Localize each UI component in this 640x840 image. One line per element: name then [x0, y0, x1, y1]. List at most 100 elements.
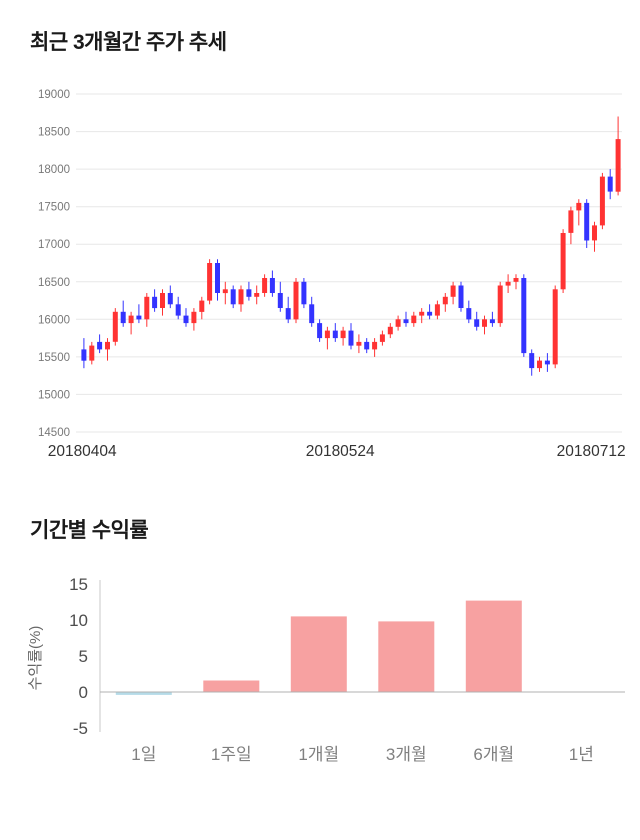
candle	[599, 172, 605, 230]
y-axis-tick-label: 0	[79, 683, 88, 702]
x-axis-tick-label: 20180712	[557, 443, 626, 460]
candle-body	[442, 296, 448, 305]
candle	[317, 319, 323, 342]
candle-body	[309, 304, 315, 324]
candle-body	[560, 233, 566, 290]
stock-detail-page: 최근 3개월간 주가 추세 19000 18500 18000 17500 17000 1…	[0, 30, 640, 840]
candle-body	[262, 278, 268, 293]
candle	[230, 285, 236, 309]
candle-body	[537, 360, 542, 369]
candle-body	[301, 281, 307, 305]
y-axis-tick-label: 17000	[38, 239, 70, 251]
candle	[340, 326, 346, 346]
candle-body	[120, 311, 126, 324]
candle	[81, 338, 87, 369]
candle-body	[482, 319, 487, 327]
candle-body	[379, 334, 385, 342]
candle-body	[230, 289, 236, 305]
candle	[222, 281, 228, 305]
candle	[348, 323, 354, 350]
candle	[199, 296, 205, 320]
candle-body	[489, 319, 495, 324]
candle-body	[144, 296, 150, 320]
candle	[544, 353, 550, 372]
candle-body	[199, 300, 205, 312]
y-axis-title: 수익률(%)	[27, 626, 44, 691]
candle	[592, 221, 597, 252]
candle-body	[607, 176, 613, 192]
candle-body	[387, 326, 393, 335]
candle-body	[568, 210, 574, 233]
candle-body	[521, 278, 527, 354]
candle-body	[105, 341, 110, 350]
candle	[364, 338, 370, 354]
candle-body	[269, 278, 275, 293]
return-bar	[203, 680, 260, 692]
x-axis-tick-label: 20180524	[306, 443, 375, 460]
candle-body	[599, 176, 605, 226]
x-axis-tick-label: 20180404	[48, 443, 117, 460]
candle	[254, 285, 260, 305]
candle	[207, 259, 213, 305]
candle	[427, 304, 433, 320]
candle	[324, 326, 330, 350]
y-axis-tick-label: 15500	[38, 352, 70, 364]
candle	[175, 296, 181, 320]
candle	[521, 274, 527, 357]
category-label: 3개월	[386, 745, 427, 764]
candle-body	[450, 285, 456, 297]
category-label: 1개월	[298, 745, 339, 764]
candle	[450, 281, 456, 305]
candle-body	[434, 304, 440, 316]
y-axis-tick-label: 14500	[38, 427, 70, 439]
candle-body	[238, 289, 244, 305]
y-axis-tick-label: 18500	[38, 127, 70, 139]
candle-body	[348, 330, 354, 346]
y-axis-tick-label: 5	[79, 647, 88, 666]
candle-body	[458, 285, 464, 308]
returns-chart-title: 기간별 수익률	[30, 519, 149, 542]
candle	[442, 293, 448, 312]
candle	[191, 308, 197, 331]
price-trend-section: 최근 3개월간 주가 추세 19000 18500 18000 17500 17000 1…	[0, 30, 640, 464]
candle	[615, 116, 621, 196]
candle-body	[152, 296, 158, 309]
y-axis-tick-label: 16000	[38, 314, 70, 326]
candle-body	[552, 289, 558, 365]
candle	[128, 311, 134, 335]
return-bar	[290, 616, 347, 692]
y-axis-tick-label: 15	[69, 575, 88, 594]
candle	[474, 311, 480, 331]
candle	[89, 341, 95, 365]
candle-body	[246, 289, 252, 297]
candle	[576, 199, 582, 226]
candle-body	[364, 341, 370, 350]
y-axis-tick-label: 18000	[38, 164, 70, 176]
candle	[160, 289, 165, 316]
candle-body	[576, 202, 582, 211]
candle	[489, 311, 495, 327]
candle-body	[191, 311, 197, 324]
candle-body	[584, 202, 590, 241]
candle-body	[89, 345, 95, 361]
candle	[332, 323, 338, 342]
candle	[482, 315, 487, 335]
candle	[144, 293, 150, 327]
candle-body	[317, 323, 323, 339]
candle-body	[513, 278, 519, 282]
candle	[513, 274, 519, 290]
candle-body	[97, 341, 103, 350]
candle-body	[411, 315, 417, 324]
candle-body	[332, 330, 338, 339]
candle	[309, 296, 315, 327]
candle-body	[372, 341, 378, 350]
candle	[152, 289, 158, 312]
candle-body	[419, 311, 425, 316]
candle-body	[175, 304, 181, 316]
candle	[112, 308, 118, 346]
candle-body	[207, 263, 213, 301]
candle-body	[160, 293, 165, 308]
candle-body	[293, 281, 299, 320]
candle-body	[167, 293, 173, 305]
candle-body	[466, 308, 472, 320]
